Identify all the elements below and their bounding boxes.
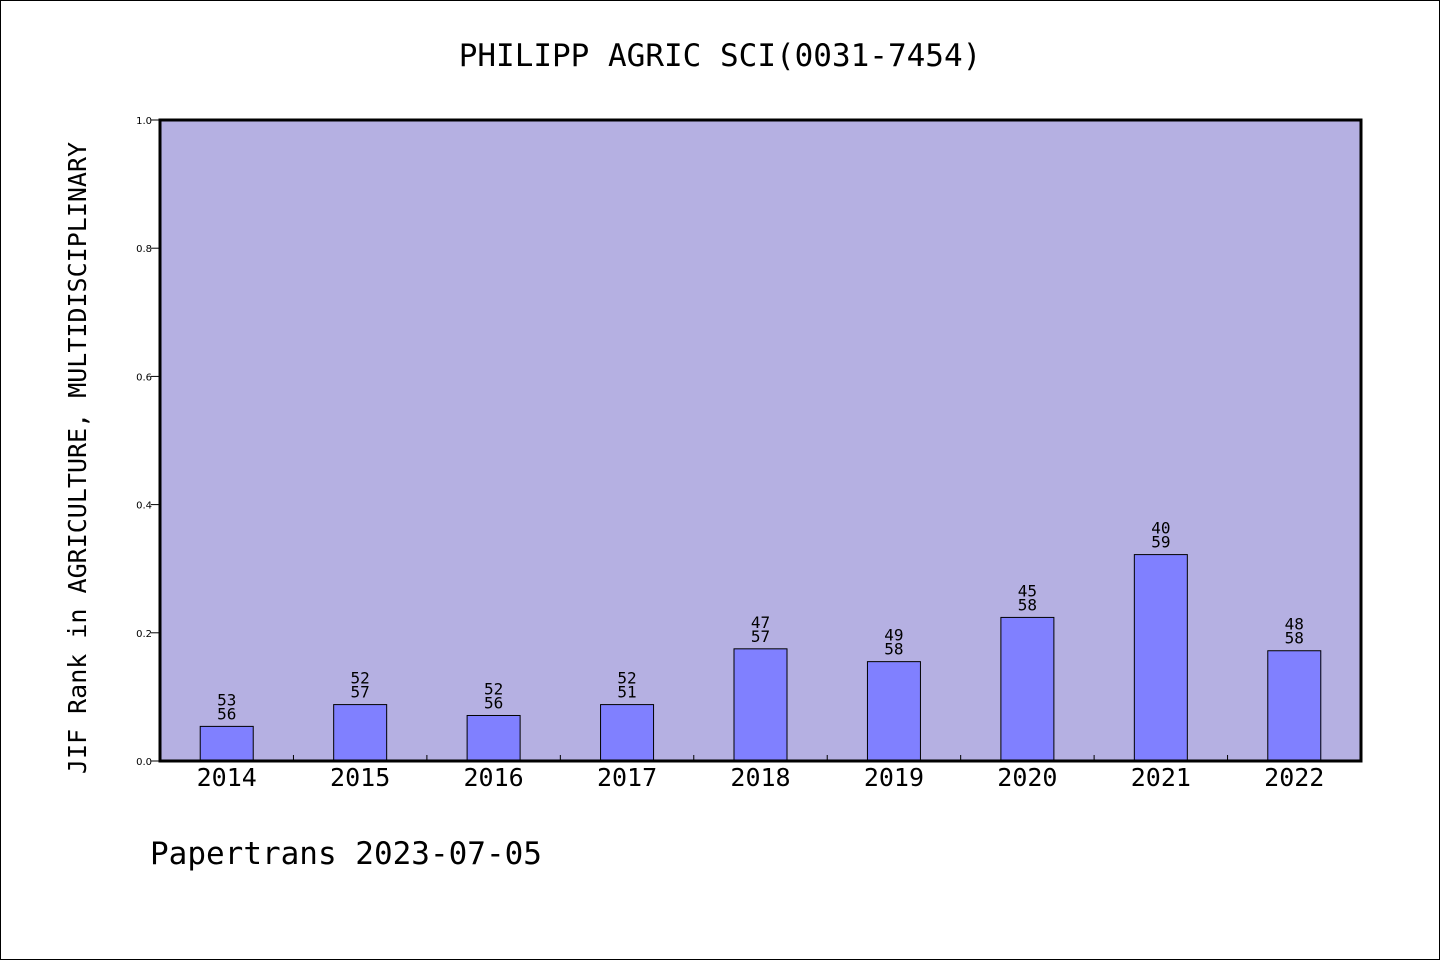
y-axis-label: JIF Rank in AGRICULTURE, MULTIDISCIPLINA…: [63, 142, 92, 774]
bar-label-total: 56: [484, 693, 503, 712]
footer-credit: Papertrans 2023-07-05: [150, 836, 542, 872]
bar-label-rank: 47: [751, 613, 770, 632]
bar-label-total: 51: [617, 683, 636, 702]
bar-label-total: 57: [351, 683, 370, 702]
y-tick-label: 0.0: [136, 757, 152, 768]
bar-2016: [466, 714, 521, 762]
bar-label-rank: 48: [1285, 615, 1304, 634]
y-tick-label: 0.6: [136, 372, 152, 383]
x-tick-label: 2020: [997, 763, 1057, 792]
plot-border: [158, 118, 1363, 763]
bar-series: [199, 554, 1322, 762]
x-tick-label: 2014: [197, 763, 257, 792]
y-axis-ticks: 0.0 0.2 0.4 0.6 0.8 1.0: [136, 116, 160, 768]
bar-label-rank: 45: [1018, 581, 1037, 600]
bar-label-total: 57: [751, 627, 770, 646]
bar-label-total: 58: [884, 640, 903, 659]
x-tick-label: 2017: [597, 763, 657, 792]
bar-2014: [199, 725, 254, 762]
bar-2019: [866, 661, 921, 762]
y-tick-label: 0.8: [136, 244, 152, 255]
bar-label-total: 58: [1285, 629, 1304, 648]
chart-title: PHILIPP AGRIC SCI(0031-7454): [459, 38, 982, 74]
x-tick-label: 2015: [330, 763, 390, 792]
bar-label-rank: 53: [217, 690, 236, 709]
bar-label-total: 58: [1018, 595, 1037, 614]
x-axis-ticks: 2014 2015 2016 2017 2018 2019 2020 2021 2022: [197, 755, 1324, 792]
x-tick-label: 2021: [1131, 763, 1191, 792]
bar-label-total: 59: [1151, 533, 1170, 552]
bar-label-rank: 52: [484, 679, 503, 698]
bar-2017: [600, 704, 655, 762]
bar-2021: [1133, 554, 1188, 762]
bar-label-rank: 52: [351, 669, 370, 688]
x-tick-label: 2022: [1264, 763, 1324, 792]
bar-2018: [733, 648, 788, 762]
bar-2015: [333, 704, 388, 762]
bar-label-rank: 49: [884, 626, 903, 645]
x-tick-label: 2016: [464, 763, 524, 792]
x-tick-label: 2019: [864, 763, 924, 792]
bar-label-total: 56: [217, 704, 236, 723]
bar-label-rank: 52: [617, 669, 636, 688]
bar-2022: [1267, 650, 1322, 762]
y-tick-label: 0.4: [136, 501, 152, 512]
y-tick-label: 1.0: [136, 116, 152, 127]
y-tick-label: 0.2: [136, 629, 152, 640]
bar-2020: [1000, 616, 1055, 762]
x-tick-label: 2018: [730, 763, 790, 792]
bar-label-rank: 40: [1151, 519, 1170, 538]
